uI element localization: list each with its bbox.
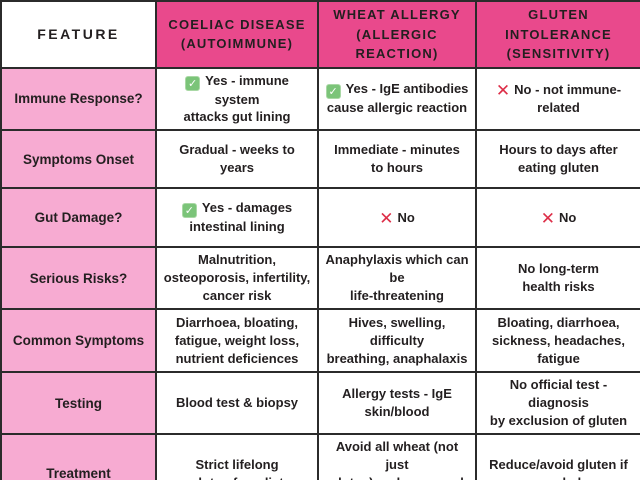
cell-gluten-serious-risks: No long-term health risks	[475, 246, 640, 311]
cell-wheat-immune-response: ✓ Yes - IgE antibodies cause allergic rea…	[317, 66, 477, 132]
column-header-gluten-intolerance: GLUTEN INTOLERANCE (SENSITIVITY)	[475, 0, 640, 69]
row-label-treatment: Treatment	[0, 433, 157, 480]
row-label-common-symptoms: Common Symptoms	[0, 308, 157, 374]
column-header-label: GLUTEN INTOLERANCE (SENSITIVITY)	[505, 7, 612, 61]
table-row-common-symptoms: Common Symptoms Diarrhoea, bloating, fat…	[0, 308, 640, 374]
check-icon: ✓	[181, 203, 197, 219]
cell-coeliac-symptoms-onset: Gradual - weeks to years	[155, 129, 319, 190]
cross-icon: ✕	[379, 208, 394, 228]
column-header-wheat-allergy: WHEAT ALLERGY (ALLERGIC REACTION)	[317, 0, 477, 69]
cell-gluten-testing: No official test - diagnosis by exclusio…	[475, 371, 640, 435]
table-row-treatment: Treatment Strict lifelong gluten free di…	[0, 433, 640, 480]
cell-coeliac-common-symptoms: Diarrhoea, bloating, fatigue, weight los…	[155, 308, 319, 374]
cell-coeliac-testing: Blood test & biopsy	[155, 371, 319, 435]
row-label-gut-damage: Gut Damage?	[0, 187, 157, 249]
table-row-symptoms-onset: Symptoms Onset Gradual - weeks to years …	[0, 129, 640, 190]
column-header-feature: FEATURE	[0, 0, 157, 69]
cell-wheat-symptoms-onset: Immediate - minutes to hours	[317, 129, 477, 190]
check-icon: ✓	[325, 84, 341, 100]
cell-coeliac-serious-risks: Malnutrition, osteoporosis, infertility,…	[155, 246, 319, 311]
cell-gluten-immune-response: ✕ No - not immune- related	[475, 66, 640, 132]
table-row-testing: Testing Blood test & biopsy Allergy test…	[0, 371, 640, 435]
cell-gluten-symptoms-onset: Hours to days after eating gluten	[475, 129, 640, 190]
cell-wheat-gut-damage: ✕ No	[317, 187, 477, 249]
cell-wheat-testing: Allergy tests - IgE skin/blood	[317, 371, 477, 435]
cell-coeliac-treatment: Strict lifelong gluten free diet	[155, 433, 319, 480]
column-header-label: WHEAT ALLERGY (ALLERGIC REACTION)	[333, 7, 461, 61]
cell-gluten-common-symptoms: Bloating, diarrhoea, sickness, headaches…	[475, 308, 640, 374]
column-header-label: COELIAC DISEASE (AUTOIMMUNE)	[168, 16, 306, 52]
column-header-label: FEATURE	[37, 26, 120, 43]
row-label-testing: Testing	[0, 371, 157, 435]
row-label-symptoms-onset: Symptoms Onset	[0, 129, 157, 190]
cross-icon: ✕	[495, 80, 511, 100]
table-header-row: FEATURE COELIAC DISEASE (AUTOIMMUNE) WHE…	[0, 0, 640, 69]
table-row-serious-risks: Serious Risks? Malnutrition, osteoporosi…	[0, 246, 640, 311]
table-row-immune-response: Immune Response? ✓ Yes - immune system at…	[0, 66, 640, 132]
cell-wheat-common-symptoms: Hives, swelling, difficulty breathing, a…	[317, 308, 477, 374]
row-label-immune-response: Immune Response?	[0, 66, 157, 132]
table-row-gut-damage: Gut Damage? ✓ Yes - damages intestinal li…	[0, 187, 640, 249]
cell-wheat-serious-risks: Anaphylaxis which can be life-threatenin…	[317, 246, 477, 311]
cell-coeliac-gut-damage: ✓ Yes - damages intestinal lining	[155, 187, 319, 249]
cell-gluten-treatment: Reduce/avoid gluten if needed	[475, 433, 640, 480]
row-label-serious-risks: Serious Risks?	[0, 246, 157, 311]
check-icon: ✓	[185, 75, 201, 91]
column-header-coeliac-disease: COELIAC DISEASE (AUTOIMMUNE)	[155, 0, 319, 69]
cell-coeliac-immune-response: ✓ Yes - immune system attacks gut lining	[155, 66, 319, 132]
cross-icon: ✕	[540, 208, 555, 228]
cell-wheat-treatment: Avoid all wheat (not just gluten) and ma…	[317, 433, 477, 480]
cell-gluten-gut-damage: ✕ No	[475, 187, 640, 249]
